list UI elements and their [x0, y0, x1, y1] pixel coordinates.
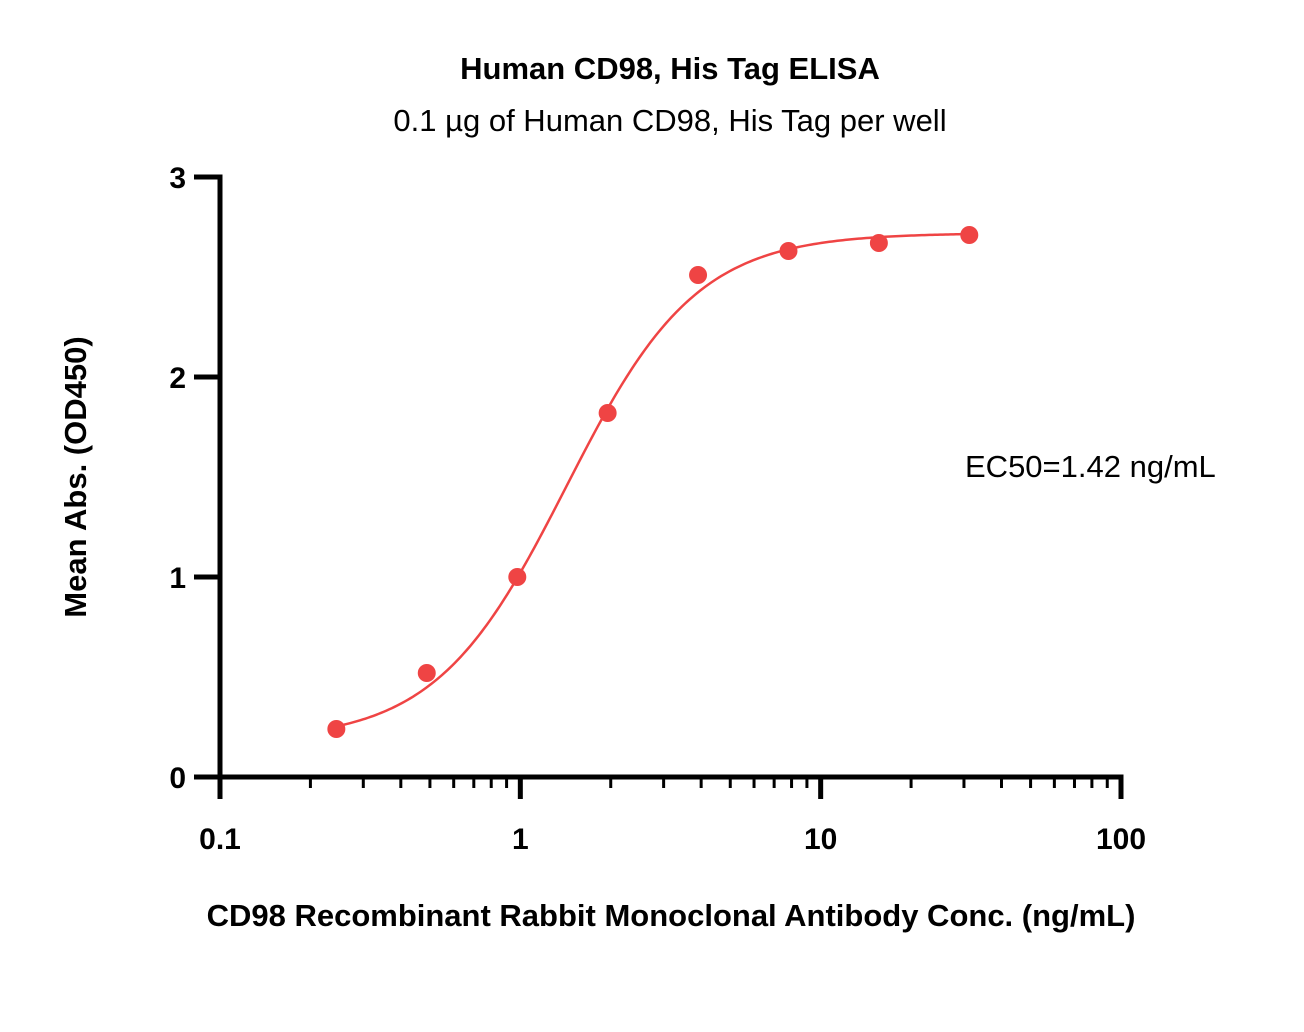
- data-point: [508, 568, 527, 586]
- data-point: [417, 664, 436, 682]
- data-point: [779, 242, 798, 260]
- data-point: [598, 404, 617, 422]
- x-axis-label: CD98 Recombinant Rabbit Monoclonal Antib…: [207, 898, 1136, 933]
- x-tick-label: 1: [512, 823, 529, 856]
- data-point: [960, 226, 979, 244]
- y-tick-label: 2: [169, 362, 186, 395]
- ec50-annotation: EC50=1.42 ng/mL: [965, 449, 1216, 484]
- data-point: [869, 234, 888, 252]
- x-tick-label: 10: [804, 823, 837, 856]
- y-tick-label: 1: [169, 562, 186, 595]
- x-tick-label: 100: [1096, 823, 1146, 856]
- data-point: [689, 266, 708, 284]
- x-tick-label: 0.1: [199, 823, 241, 856]
- chart-title: Human CD98, His Tag ELISA: [460, 51, 880, 86]
- plot-area: 0.1 1 10 100 0 1 2 3: [169, 162, 1146, 856]
- y-tick-label: 0: [169, 762, 186, 795]
- fit-curve: [336, 232, 970, 728]
- data-point: [327, 720, 346, 738]
- chart-subtitle: 0.1 µg of Human CD98, His Tag per well: [393, 103, 946, 138]
- y-tick-label: 3: [169, 162, 186, 195]
- y-axis-label: Mean Abs. (OD450): [58, 336, 93, 617]
